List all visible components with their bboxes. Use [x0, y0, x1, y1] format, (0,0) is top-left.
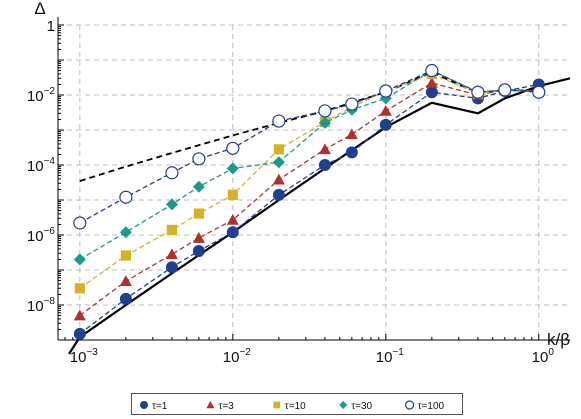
legend-marker: [140, 401, 148, 409]
y-tick-label: 1: [47, 18, 55, 35]
data-point: [272, 114, 286, 128]
series-2: [73, 77, 545, 321]
data-point: [119, 275, 132, 286]
legend-marker: [206, 401, 215, 409]
data-point: [192, 180, 205, 193]
data-point: [192, 232, 205, 243]
data-point: [227, 189, 238, 200]
y-tick-label: 10−4: [27, 156, 56, 175]
data-point: [165, 198, 178, 211]
data-point: [119, 226, 132, 239]
data-point: [318, 116, 331, 129]
x-tick-label: 10−2: [223, 347, 252, 366]
series-line: [79, 73, 539, 289]
data-point: [74, 283, 85, 294]
legend-items: τ=1 τ=3 τ=10 τ=30 τ=100: [140, 400, 445, 412]
data-point: [425, 63, 439, 78]
data-point: [226, 162, 239, 175]
data-point: [73, 253, 86, 266]
data-point: [73, 216, 87, 230]
data-point: [272, 156, 285, 169]
series-line: [79, 83, 539, 335]
data-point: [272, 173, 285, 185]
data-point: [120, 250, 131, 261]
data-point: [379, 84, 393, 98]
data-point: [345, 146, 358, 159]
data-point: [425, 86, 438, 99]
data-point: [226, 141, 240, 155]
series-5: [73, 63, 546, 230]
x-axis-label: k/β: [547, 330, 570, 349]
data-point: [165, 261, 178, 274]
tick-labels: 10−3 10−2 10−1 100 1 10−2 10−4 10−6 10−8: [27, 18, 554, 366]
data-point: [273, 144, 284, 155]
data-point: [345, 97, 359, 111]
data-point: [166, 224, 178, 235]
data-point: [318, 143, 331, 155]
data-point: [193, 208, 204, 219]
data-point: [226, 226, 239, 239]
data-point: [226, 213, 239, 225]
legend-label: τ=1: [152, 401, 168, 412]
x-tick-label: 10−3: [70, 347, 99, 366]
series-3: [74, 68, 544, 294]
axes-frame: [57, 17, 570, 341]
x-tick-label: 10−1: [376, 347, 405, 366]
data-point: [471, 85, 485, 99]
data-point: [192, 152, 206, 166]
data-point: [345, 128, 358, 140]
data-point: [379, 118, 392, 131]
data-point: [119, 292, 132, 305]
data-point: [379, 104, 392, 116]
legend-label: τ=30: [351, 401, 372, 412]
data-point: [119, 190, 133, 204]
grid: [58, 24, 570, 341]
data-point: [165, 248, 178, 260]
data-point: [73, 327, 86, 340]
legend-label: τ=100: [418, 401, 445, 412]
legend-label: τ=3: [218, 401, 234, 412]
data-point: [73, 309, 86, 321]
legend: τ=1 τ=3 τ=10 τ=30 τ=100: [131, 393, 463, 415]
x-tick-label: 100: [532, 347, 555, 366]
data-point: [165, 166, 179, 180]
data-point: [425, 77, 438, 88]
data-point: [318, 159, 331, 171]
data-point: [192, 244, 205, 257]
data-point: [532, 85, 546, 99]
y-tick-label: 10−8: [27, 296, 56, 315]
y-tick-label: 10−2: [27, 86, 56, 105]
y-axis-label: Δ: [34, 0, 45, 18]
data-series: [73, 63, 546, 340]
legend-label: τ=10: [285, 401, 306, 412]
reference-curve-solid: [68, 77, 571, 355]
series-line: [79, 82, 539, 317]
legend-marker: [405, 400, 415, 410]
y-tick-label: 10−6: [27, 226, 56, 245]
data-point: [318, 104, 332, 118]
legend-marker: [273, 401, 281, 409]
data-point: [272, 188, 285, 201]
data-point: [498, 83, 512, 97]
series-1: [73, 78, 545, 340]
legend-marker: [339, 401, 348, 409]
